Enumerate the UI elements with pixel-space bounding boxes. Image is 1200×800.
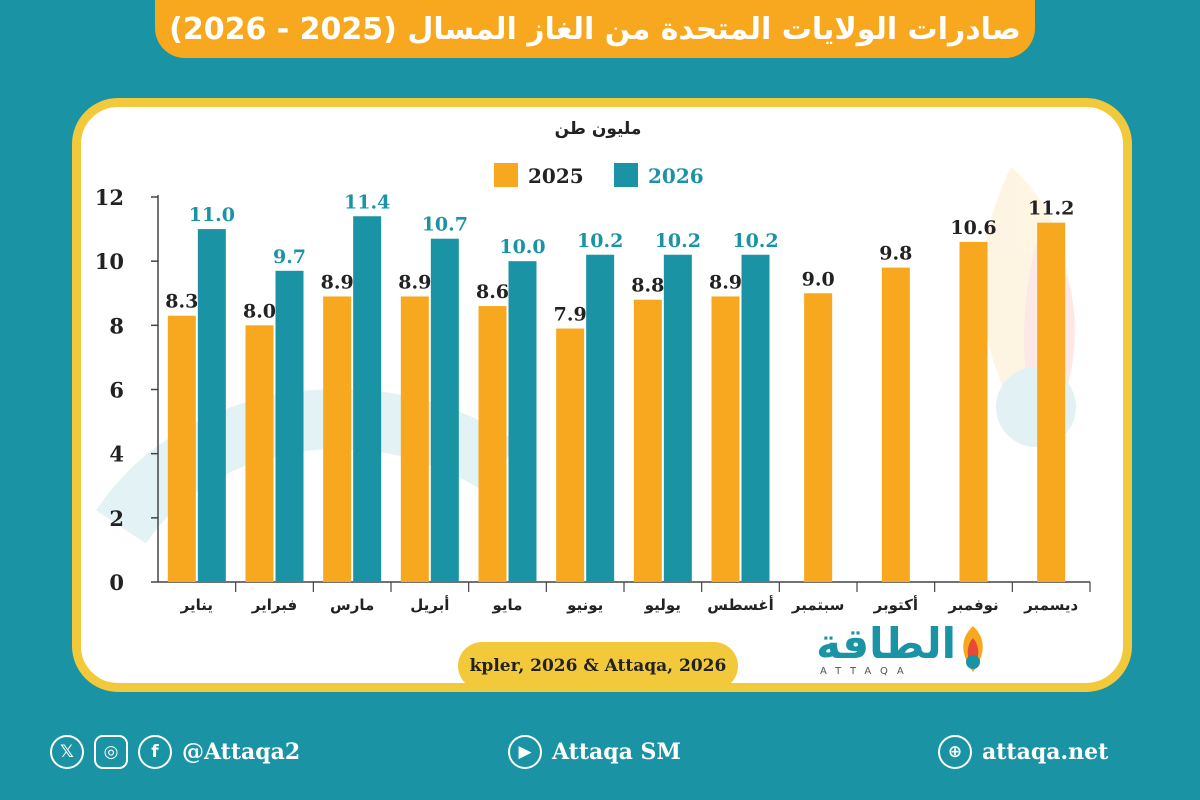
- x-tick-label: ديسمبر: [1023, 596, 1078, 614]
- bar-2025: [804, 293, 833, 582]
- legend-label-2025: 2025: [528, 164, 584, 188]
- attaqa-logo: الطاقة ATTAQA: [806, 620, 990, 684]
- flame-logo-icon: [963, 626, 983, 672]
- bar-2025: [323, 296, 352, 582]
- legend-swatch-2025: [494, 163, 518, 187]
- bar-2026: [197, 229, 226, 583]
- data-label-2026: 10.2: [732, 230, 778, 252]
- footer-website: ⊕ attaqa.net: [938, 735, 1108, 769]
- youtube-icon[interactable]: ▶: [508, 735, 542, 769]
- x-tick-label: أكتوبر: [873, 595, 918, 614]
- bar-2025: [711, 296, 740, 582]
- x-tick-label: سبتمبر: [791, 596, 845, 614]
- bar-2025: [167, 315, 196, 582]
- bar-2026: [275, 270, 304, 582]
- x-tick-label: فبراير: [251, 596, 297, 614]
- x-tick-label: يوليو: [644, 596, 681, 614]
- y-tick-label: 8: [109, 313, 124, 338]
- data-label-2025: 7.9: [554, 304, 587, 326]
- data-label-2025: 8.8: [631, 275, 664, 297]
- social-handle[interactable]: @Attaqa2: [182, 739, 301, 765]
- data-label-2026: 10.2: [655, 230, 701, 252]
- y-tick-label: 6: [109, 378, 124, 403]
- data-label-2025: 11.2: [1028, 198, 1074, 220]
- source-pill: kpler, 2026 & Attaqa, 2026: [458, 642, 738, 690]
- logo-text: الطاقة: [816, 619, 956, 668]
- logo-subtext: ATTAQA: [820, 666, 913, 677]
- bar-2026: [663, 254, 692, 582]
- data-label-2026: 10.0: [499, 236, 545, 258]
- footer-social: 𝕏 ◎ f @Attaqa2: [50, 735, 300, 769]
- data-label-2026: 9.7: [273, 246, 306, 268]
- y-tick-label: 12: [95, 185, 124, 210]
- x-tick-label: مارس: [330, 596, 374, 614]
- y-tick-label: 2: [109, 506, 124, 531]
- y-tick-label: 4: [109, 442, 124, 467]
- bar-2025: [400, 296, 429, 582]
- bar-2025: [1037, 222, 1066, 582]
- bar-2026: [430, 238, 459, 583]
- instagram-icon[interactable]: ◎: [94, 735, 128, 769]
- x-tick-label: أبريل: [410, 595, 449, 614]
- bar-2025: [478, 306, 507, 582]
- data-label-2026: 11.0: [189, 204, 235, 226]
- data-label-2026: 11.4: [344, 191, 390, 213]
- legend-swatch-2026: [614, 163, 638, 187]
- y-tick-label: 0: [109, 570, 124, 595]
- x-tick-label: أغسطس: [707, 595, 773, 614]
- x-tick-label: مايو: [492, 596, 523, 614]
- source-text: kpler, 2026 & Attaqa, 2026: [469, 656, 727, 676]
- data-label-2025: 8.6: [476, 281, 509, 303]
- x-tick-label: نوفمبر: [947, 596, 998, 614]
- data-label-2025: 8.9: [709, 271, 742, 293]
- x-tick-label: يونيو: [566, 596, 603, 614]
- bar-2026: [741, 254, 770, 582]
- data-label-2025: 8.3: [165, 291, 198, 313]
- facebook-icon[interactable]: f: [138, 735, 172, 769]
- bar-2025: [959, 241, 988, 582]
- data-label-2025: 10.6: [950, 217, 996, 239]
- legend-label-2026: 2026: [648, 164, 704, 188]
- chart-title: صادرات الولايات المتحدة من الغاز المسال …: [169, 11, 1021, 47]
- bar-2025: [881, 267, 910, 582]
- chart-title-banner: صادرات الولايات المتحدة من الغاز المسال …: [155, 0, 1035, 58]
- youtube-channel[interactable]: Attaqa SM: [552, 739, 681, 765]
- bar-2025: [633, 299, 662, 582]
- y-tick-label: 10: [95, 249, 124, 274]
- bar-2025: [556, 328, 585, 582]
- data-label-2025: 8.9: [398, 271, 431, 293]
- bar-2025: [245, 325, 274, 582]
- bar-2026: [508, 261, 537, 582]
- data-label-2026: 10.2: [577, 230, 623, 252]
- data-label-2026: 10.7: [422, 214, 468, 236]
- bar-2026: [353, 216, 382, 582]
- website-link[interactable]: attaqa.net: [982, 739, 1109, 765]
- data-label-2025: 8.0: [243, 300, 276, 322]
- x-icon[interactable]: 𝕏: [50, 735, 84, 769]
- data-label-2025: 9.0: [802, 268, 835, 290]
- footer-youtube: ▶ Attaqa SM: [508, 735, 681, 769]
- data-label-2025: 8.9: [321, 271, 354, 293]
- unit-label: مليون طن: [555, 119, 642, 139]
- x-tick-label: يناير: [180, 596, 213, 614]
- data-label-2025: 9.8: [879, 243, 912, 265]
- globe-icon[interactable]: ⊕: [938, 735, 972, 769]
- bar-2026: [586, 254, 615, 582]
